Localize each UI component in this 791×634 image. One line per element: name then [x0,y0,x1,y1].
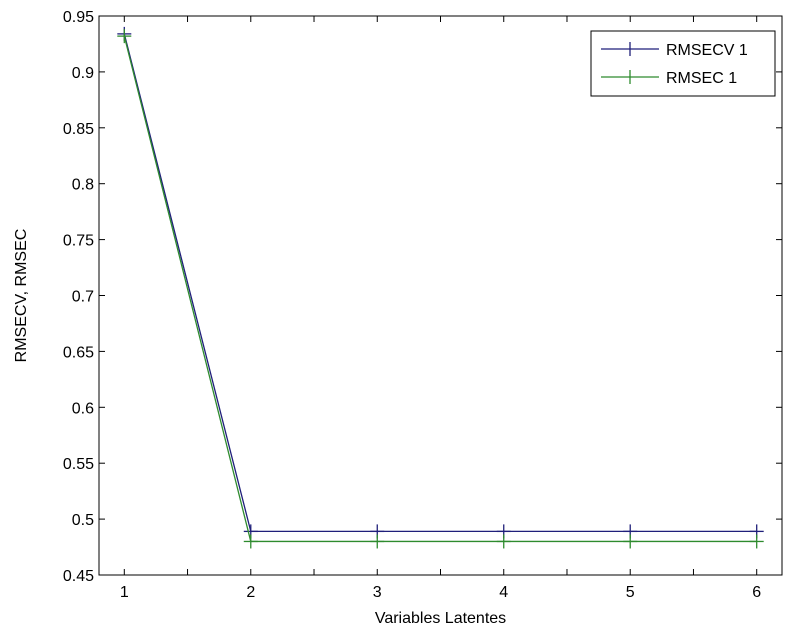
data-point-marker [749,534,764,549]
x-tick-label: 4 [499,584,508,601]
legend-label: RMSEC 1 [666,70,737,87]
legend-label: RMSECV 1 [666,42,748,59]
legend-entry: RMSECV 1 [601,42,748,59]
x-axis-label: Variables Latentes [375,610,506,627]
series-lines [117,26,764,549]
y-tick-label: 0.95 [63,9,94,26]
axis-ticks: 0.45 0.5 0.55 0.6 0.65 0.7 0.75 0.8 0.85 0.9 0.95 1… [63,9,782,601]
legend-box [590,30,776,97]
y-tick-label: 0.9 [72,65,94,82]
data-point-marker [496,534,511,549]
y-tick-label: 0.55 [63,456,94,473]
y-axis-label: RMSECV, RMSEC [13,229,30,363]
legend: RMSECV 1 RMSEC 1 [590,30,776,97]
x-tick-label: 3 [373,584,382,601]
x-tick-label: 2 [246,584,255,601]
series-line [123,33,757,533]
series-line [123,35,757,543]
series-2 [117,29,764,549]
y-tick-label: 0.45 [63,568,94,585]
data-point-marker [243,534,258,549]
data-point-marker [623,534,638,549]
y-tick-label: 0.85 [63,121,94,138]
y-tick-label: 0.7 [72,289,94,306]
plot-area-frame [98,15,783,576]
series-1 [117,26,764,539]
x-tick-label: 1 [120,584,129,601]
data-point-marker [117,29,132,44]
x-tick-label: 6 [752,584,761,601]
y-tick-label: 0.6 [72,400,94,417]
y-tick-label: 0.75 [63,233,94,250]
legend-entry: RMSEC 1 [601,70,737,87]
x-tick-label: 5 [626,584,635,601]
y-tick-label: 0.5 [72,512,94,529]
y-tick-label: 0.8 [72,177,94,194]
axes [98,15,783,576]
y-tick-label: 0.65 [63,344,94,361]
data-point-marker [370,534,385,549]
